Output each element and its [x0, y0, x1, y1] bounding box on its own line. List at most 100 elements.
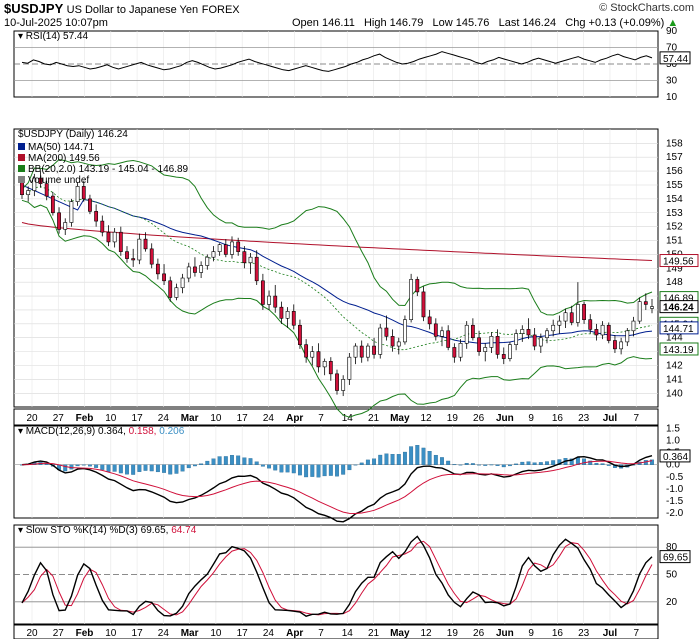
watermark: © StockCharts.com	[599, 2, 694, 14]
candle	[625, 330, 630, 343]
macd-hist-bar	[520, 461, 525, 465]
x-tick-label: 10	[210, 628, 222, 639]
x-tick-label: 17	[237, 413, 249, 424]
price-tick-label: 149	[666, 263, 683, 274]
x-tick-label: 17	[132, 628, 144, 639]
macd-hist-bar	[174, 464, 179, 474]
price-badge-label: 143.19	[663, 345, 694, 356]
price-tick-label: 153	[666, 208, 683, 219]
legend-label: MA(200) 149.56	[28, 153, 100, 164]
candle	[106, 231, 111, 243]
candle	[310, 351, 315, 358]
macd-hist-bar	[137, 464, 142, 472]
price-tick-label: 144	[666, 333, 683, 344]
candle	[205, 256, 210, 266]
candle	[328, 361, 333, 375]
price-tick-label: 151	[666, 236, 683, 247]
legend-label: MA(50) 144.71	[28, 142, 95, 153]
macd-hist-bar	[304, 464, 309, 478]
candle	[223, 244, 228, 255]
candle	[489, 336, 494, 348]
candle	[149, 248, 154, 265]
candle	[254, 256, 259, 282]
macd-hist-bar	[143, 464, 148, 471]
candle	[532, 334, 537, 347]
candle	[38, 177, 43, 184]
macd-hist-bar	[192, 464, 197, 467]
x-tick-label: Mar	[181, 628, 199, 639]
macd-hist-bar	[421, 447, 426, 465]
macd-hist-bar	[81, 464, 86, 466]
candle	[50, 195, 55, 214]
macd-hist-bar	[507, 464, 512, 467]
macd-hist-bar	[285, 464, 290, 473]
candle	[180, 277, 185, 289]
candle	[267, 295, 271, 305]
x-tick-label: Mar	[181, 413, 199, 424]
macd-hist-bar	[495, 464, 500, 467]
x-tick-label: 16	[552, 628, 564, 639]
x-tick-label: May	[390, 413, 410, 424]
rsi-tick-label: 50	[666, 59, 678, 70]
macd-hist-bar	[267, 464, 272, 469]
macd-hist-bar	[279, 464, 284, 473]
x-tick-label: Feb	[76, 628, 94, 639]
price-badge-label: 144.71	[663, 324, 694, 335]
candle	[125, 251, 129, 259]
candle	[643, 301, 648, 305]
candle	[63, 222, 68, 230]
macd-hist-bar	[180, 464, 185, 472]
x-tick-label: 16	[552, 413, 564, 424]
price-badge	[659, 342, 699, 356]
legend-swatch	[18, 154, 25, 161]
macd-hist-bar	[125, 464, 129, 475]
candle	[211, 251, 216, 258]
macd-hist-bar	[458, 464, 463, 466]
macd-hist-bar	[582, 458, 587, 465]
price-tick-label: 152	[666, 222, 683, 233]
macd-hist-bar	[514, 463, 519, 465]
macd-hist-bar	[199, 463, 204, 465]
candle	[390, 336, 395, 347]
candle	[44, 183, 49, 197]
macd-hist-bar	[538, 462, 543, 465]
quote-bar: Open 146.11 High 146.79 Low 145.76 Last …	[292, 17, 679, 29]
candle	[143, 238, 148, 250]
candle	[600, 324, 605, 336]
x-tick-label: 12	[421, 413, 433, 424]
macd-hist-bar	[100, 464, 105, 470]
x-tick-label: 20	[26, 413, 38, 424]
price-badge-label: 146.89	[663, 294, 694, 305]
sto-badge-label: 69.65	[663, 553, 688, 564]
macd-line	[21, 455, 653, 523]
macd-tick-label: 0.0	[666, 460, 680, 471]
x-tick-label: 7	[318, 628, 324, 639]
candle	[88, 198, 92, 212]
macd-hist-bar	[557, 459, 562, 465]
x-tick-label: 24	[158, 413, 170, 424]
macd-hist-bar	[452, 464, 457, 466]
macd-hist-bar	[551, 460, 556, 465]
macd-hist-bar	[353, 464, 358, 466]
macd-hist-bar	[236, 455, 241, 465]
legend-label: BB(20,2.0) 143.19 - 145.04 - 146.89	[28, 164, 189, 175]
macd-hist-bar	[588, 460, 593, 465]
candle	[631, 320, 636, 332]
macd-hist-bar	[87, 464, 92, 467]
x-tick-label: 12	[421, 628, 433, 639]
price-tick-label: 148	[666, 277, 683, 288]
candle	[575, 304, 580, 323]
x-tick-label: 27	[53, 413, 65, 424]
candle	[242, 251, 247, 264]
bb-lower-line	[21, 199, 653, 418]
candle	[322, 361, 327, 368]
macd-hist-bar	[106, 464, 111, 472]
macd-hist-bar	[322, 464, 327, 477]
macd-hist-bar	[335, 464, 339, 477]
macd-hist-bar	[248, 458, 253, 465]
sto-tick-label: 80	[666, 542, 678, 553]
price-badge-label: 146.24	[663, 303, 694, 314]
candle	[20, 181, 24, 196]
x-axis-strip	[13, 408, 659, 426]
candle	[273, 295, 278, 308]
